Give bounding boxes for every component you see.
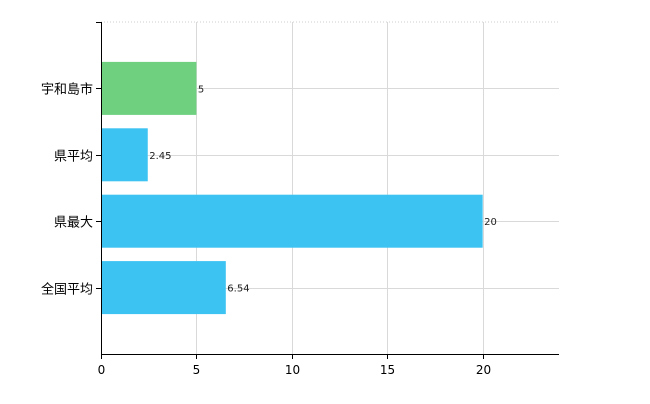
y-tick-label: 宇和島市 bbox=[41, 82, 93, 98]
bar-value-label: 2.45 bbox=[149, 151, 171, 162]
bar-value-label: 5 bbox=[198, 84, 204, 95]
y-tick-label: 全国平均 bbox=[41, 282, 93, 298]
axes bbox=[96, 22, 559, 359]
bar-3 bbox=[101, 194, 483, 248]
bar-value-label: 6.54 bbox=[227, 284, 249, 295]
x-tick-label: 10 bbox=[285, 363, 300, 377]
x-tick-label: 0 bbox=[98, 363, 106, 377]
x-tick-label: 20 bbox=[476, 363, 491, 377]
y-tick-label: 県最大 bbox=[54, 216, 93, 231]
bar-4 bbox=[101, 261, 226, 315]
bar-2 bbox=[101, 128, 148, 182]
bars bbox=[101, 61, 483, 315]
y-tick-label: 県平均 bbox=[54, 150, 93, 165]
bar-value-label: 20 bbox=[484, 217, 497, 228]
x-tick-label: 5 bbox=[193, 363, 201, 377]
x-tick-label: 15 bbox=[380, 363, 395, 377]
bar-1 bbox=[101, 61, 197, 115]
grid-lines bbox=[101, 21, 559, 354]
